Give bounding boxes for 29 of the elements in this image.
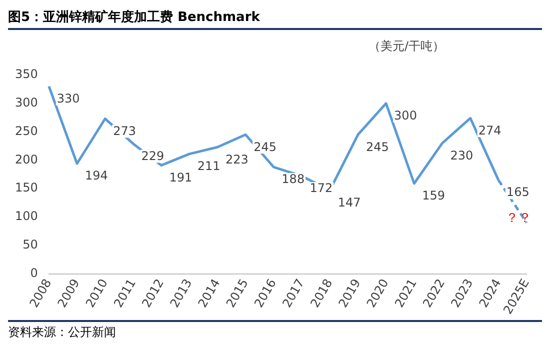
y-tick-label: 50: [22, 238, 38, 252]
y-tick-label: 0: [30, 266, 38, 280]
data-label: 147: [338, 195, 361, 210]
data-label: 223: [225, 152, 248, 166]
data-label: 165: [506, 185, 530, 200]
annotation: ？？: [506, 211, 532, 226]
data-label: 211: [197, 159, 220, 174]
data-label: 159: [422, 188, 446, 203]
data-label: 273: [113, 124, 136, 138]
data-label: 300: [394, 108, 417, 123]
data-label: 274: [478, 123, 502, 138]
data-label: 229: [141, 148, 164, 163]
y-tick-label: 300: [15, 96, 38, 110]
y-tick-label: 250: [15, 124, 38, 138]
data-label: 330: [56, 91, 80, 106]
data-label: 230: [450, 148, 474, 162]
y-tick-label: 350: [15, 67, 38, 82]
data-label: 188: [282, 172, 305, 186]
y-axis-title: （美元/干吨）: [368, 39, 445, 54]
y-tick-label: 100: [15, 209, 38, 224]
data-label: 191: [169, 170, 192, 184]
y-tick-label: 150: [15, 180, 38, 195]
data-label: 194: [85, 168, 108, 183]
chart-title: 图5：亚洲锌精矿年度加工费 Benchmark: [8, 8, 542, 30]
text: 资料来源：公开新闻: [8, 320, 542, 341]
data-label: 172: [310, 181, 333, 196]
y-tick-label: 200: [15, 152, 38, 166]
data-label: 245: [366, 140, 389, 154]
data-label: 245: [254, 140, 276, 154]
